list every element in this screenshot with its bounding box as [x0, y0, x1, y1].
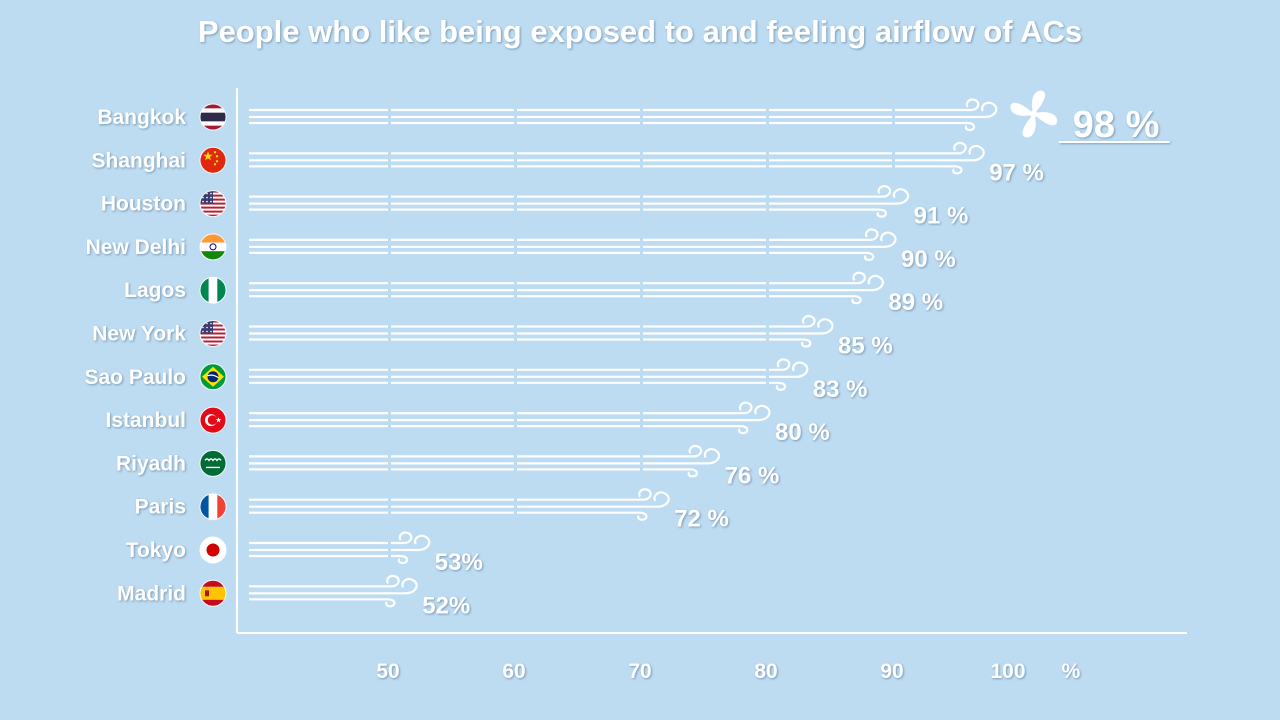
- india-flag-icon: [199, 233, 227, 261]
- turkey-flag-icon: [199, 406, 227, 434]
- x-ticks: 50 60 70 80 90 100%: [376, 660, 1080, 683]
- category-label: Lagos: [124, 279, 186, 302]
- category-label: New York: [92, 323, 186, 346]
- bar: [249, 98, 998, 132]
- bar: [249, 531, 431, 565]
- bar: [249, 228, 897, 262]
- china-flag-icon: [199, 146, 227, 174]
- bar: [249, 574, 418, 608]
- fan-icon: [1010, 90, 1058, 138]
- value-label: 89 %: [888, 289, 943, 316]
- saudi-arabia-flag-icon: [199, 449, 227, 477]
- x-tick-label: 90: [880, 660, 903, 683]
- nigeria-flag-icon: [199, 276, 227, 304]
- chart-title: People who like being exposed to and fee…: [198, 14, 1082, 49]
- japan-flag-icon: [199, 536, 227, 564]
- bar: [249, 185, 910, 218]
- value-label: 80 %: [775, 419, 830, 446]
- x-tick-label: 50: [376, 660, 399, 683]
- category-label: Riyadh: [116, 452, 186, 475]
- france-flag-icon: [199, 493, 227, 521]
- bar: [249, 488, 670, 521]
- labels: Bangkok 98 % Shanghai 97 % Houston 91 % New De…: [84, 104, 1170, 619]
- category-label: Tokyo: [126, 539, 186, 562]
- value-label: 76 %: [725, 462, 780, 489]
- thailand-flag-icon: [199, 103, 227, 131]
- bar: [249, 271, 884, 305]
- bar: [249, 315, 834, 348]
- spain-flag-icon: [199, 579, 227, 607]
- bars: [199, 90, 1058, 608]
- x-unit-label: %: [1062, 660, 1081, 683]
- value-label: 97 %: [989, 159, 1044, 186]
- value-label: 53%: [435, 549, 483, 576]
- category-label: Bangkok: [97, 106, 186, 129]
- bar: [249, 358, 809, 391]
- value-label: 85 %: [838, 333, 893, 360]
- x-tick-label: 100: [990, 660, 1025, 683]
- axes: [236, 88, 1187, 634]
- value-label: 52%: [422, 592, 470, 619]
- value-label: 98 %: [1073, 104, 1160, 146]
- value-label: 72 %: [674, 506, 729, 533]
- chart-title-group: People who like being exposed to and fee…: [198, 14, 1082, 49]
- category-label: Istanbul: [105, 409, 186, 432]
- usa-flag-icon: [199, 320, 227, 347]
- usa-flag-icon: [199, 190, 227, 218]
- bar: [249, 444, 721, 478]
- category-label: Sao Paulo: [84, 366, 186, 389]
- x-tick-label: 60: [502, 660, 525, 683]
- brazil-flag-icon: [199, 363, 227, 391]
- value-label: 90 %: [901, 246, 956, 273]
- bar: [249, 401, 771, 435]
- x-tick-label: 80: [754, 660, 777, 683]
- category-label: Shanghai: [91, 149, 186, 172]
- category-label: Paris: [135, 496, 186, 519]
- bar: [249, 141, 985, 175]
- value-label: 83 %: [813, 376, 868, 403]
- value-label: 91 %: [914, 203, 969, 230]
- category-label: New Delhi: [86, 236, 186, 259]
- category-label: Houston: [101, 193, 186, 216]
- x-tick-label: 70: [628, 660, 651, 683]
- category-label: Madrid: [117, 582, 186, 605]
